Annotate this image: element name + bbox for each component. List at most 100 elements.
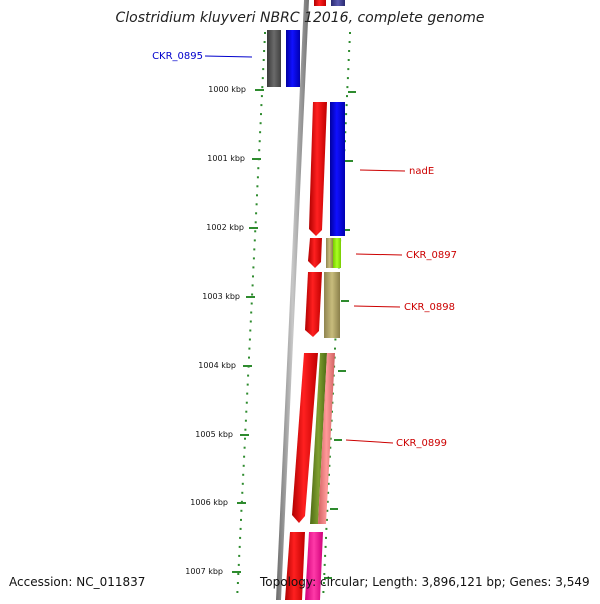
scale-dot-right [330, 428, 333, 431]
scale-dot-right [323, 573, 326, 575]
scale-dot-right [344, 131, 347, 134]
scale-dot-left [261, 86, 264, 89]
scale-dot-right [326, 509, 329, 512]
scale-dot-right [334, 347, 336, 350]
scale-dot-right [331, 410, 333, 413]
scale-dot-left [246, 392, 249, 395]
scale-dot-left [252, 275, 254, 278]
scale-dot-left [253, 248, 256, 251]
scale-dot-left [255, 203, 258, 206]
scale-dot-left [258, 149, 261, 152]
scale-dot-left [243, 446, 246, 449]
scale-dot-left [240, 509, 243, 512]
leader-ckr0899 [345, 439, 394, 444]
gene-label-nade[interactable]: nadE [409, 166, 434, 177]
feature-ckr0895-grey [267, 30, 281, 87]
scale-dot-left [247, 374, 250, 377]
scale-dot-left [241, 491, 244, 494]
scale-dot-left [236, 582, 239, 584]
scale-dot-right [330, 419, 333, 422]
scale-dot-right [345, 113, 348, 116]
scale-dot-left [260, 95, 263, 98]
scale-dot-right [346, 77, 349, 80]
scale-dot-left [237, 573, 240, 575]
scale-dot-left [242, 473, 245, 476]
scale-dot-right [349, 32, 351, 34]
scale-dot-right [325, 518, 328, 521]
scale-dot-left [242, 464, 245, 467]
leader-ckr0897 [355, 253, 403, 256]
scale-dot-right [345, 104, 348, 107]
scale-dot-left [248, 356, 250, 359]
feature-ckr0898-olive [324, 272, 340, 338]
scale-dot-right [344, 122, 347, 125]
feature-top-red [314, 0, 326, 6]
scale-dot-right [334, 338, 337, 341]
scale-dot-left [252, 257, 255, 260]
scale-dot-right [324, 554, 327, 557]
feature-ckr0897-red-arrow [308, 238, 322, 268]
scale-dot-right [346, 86, 349, 89]
tick-label-1002: 1002 kbp [206, 223, 244, 232]
feature-ckr0899-red-arrow [292, 353, 318, 523]
tick-label-1004: 1004 kbp [198, 361, 236, 370]
scale-dot-right [326, 500, 329, 503]
scale-dot-left [264, 32, 266, 34]
feature-top-navy [331, 0, 345, 6]
scale-dot-right [331, 401, 334, 404]
leader-ckr0895 [204, 55, 253, 58]
topology-summary: Topology: circular; Length: 3,896,121 bp… [260, 575, 590, 589]
genome-backbone [276, 0, 309, 600]
scale-dotted-track-left [236, 32, 266, 602]
scale-dot-right [322, 591, 325, 593]
scale-dot-right [348, 50, 351, 52]
scale-dot-left [261, 77, 264, 80]
scale-dot-right [329, 437, 332, 440]
tick-label-1000: 1000 kbp [208, 85, 246, 94]
scale-ticks [232, 89, 356, 579]
feature-ckr0899-salmon [318, 353, 335, 524]
feature-ckr0898-red-arrow [305, 272, 322, 337]
scale-dot-left [244, 419, 247, 422]
scale-dot-left [260, 113, 262, 116]
scale-dot-left [256, 176, 259, 179]
scale-dot-left [243, 455, 246, 458]
scale-dot-left [248, 338, 251, 341]
scale-dot-left [239, 536, 242, 539]
scale-dot-right [329, 446, 332, 449]
scale-dot-left [236, 591, 239, 593]
scale-dot-left [238, 554, 241, 557]
feature-ckr0899-green [310, 353, 327, 524]
scale-dot-left [256, 194, 258, 197]
tick-label-1005: 1005 kbp [195, 430, 233, 439]
feature-ckr0895-blue [286, 30, 300, 87]
scale-dot-left [263, 41, 266, 43]
scale-tick-labels: 1000 kbp 1001 kbp 1002 kbp 1003 kbp 1004… [185, 85, 246, 576]
scale-dot-right [328, 464, 331, 467]
scale-dot-left [251, 293, 254, 296]
scale-dot-right [331, 392, 334, 395]
scale-dot-left [252, 266, 255, 269]
feature-nade-blue [330, 102, 345, 236]
gene-label-ckr0897[interactable]: CKR_0897 [406, 250, 457, 261]
scale-dot-left [250, 311, 253, 314]
scale-dot-left [255, 212, 258, 215]
leader-nade [359, 169, 406, 172]
scale-dot-right [328, 473, 330, 476]
feature-nade-red-arrow [309, 102, 327, 236]
scale-dot-left [246, 383, 249, 386]
gene-label-ckr0898[interactable]: CKR_0898 [404, 302, 455, 313]
scale-dot-left [260, 104, 263, 107]
scale-dot-left [238, 545, 241, 548]
scale-dot-left [263, 50, 266, 52]
scale-dot-left [245, 401, 248, 404]
scale-dot-right [325, 536, 327, 539]
scale-dot-right [324, 545, 327, 548]
scale-dot-right [347, 59, 350, 61]
gene-label-ckr0895[interactable]: CKR_0895 [152, 51, 203, 62]
gene-label-ckr0899[interactable]: CKR_0899 [396, 438, 447, 449]
scale-dot-left [251, 284, 254, 287]
feature-bottom-magenta [305, 532, 323, 600]
scale-dot-right [346, 95, 348, 98]
